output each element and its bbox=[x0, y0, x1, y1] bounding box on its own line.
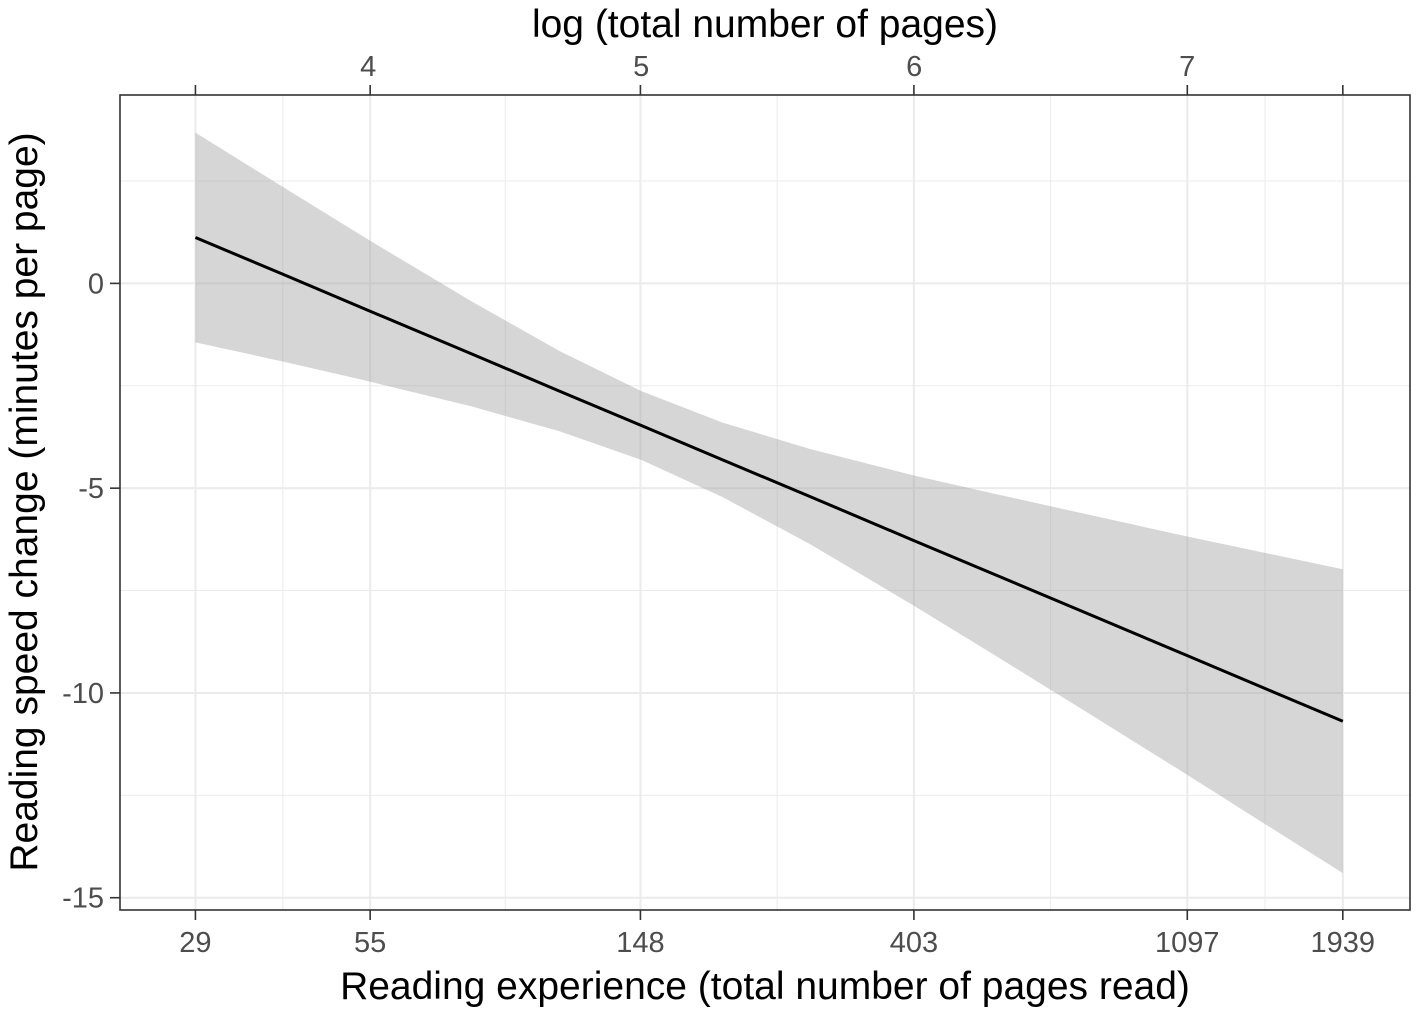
panel-background bbox=[120, 95, 1410, 910]
x-tick-label: 1939 bbox=[1311, 927, 1376, 959]
confidence-band bbox=[195, 132, 1343, 874]
regression-line bbox=[194, 236, 1344, 723]
panel-border bbox=[119, 94, 1411, 911]
grid-layer bbox=[120, 95, 1410, 910]
y-tick-label: -10 bbox=[62, 678, 104, 710]
y-tick-label: -5 bbox=[78, 473, 104, 505]
data-layer bbox=[194, 132, 1344, 874]
x-tick-label: 55 bbox=[354, 927, 386, 959]
x-tick-label: 148 bbox=[616, 927, 664, 959]
y-axis-title: Reading speed change (minutes per page) bbox=[3, 132, 46, 871]
top-axis-title: log (total number of pages) bbox=[532, 3, 998, 46]
x-tick-label: 29 bbox=[179, 927, 211, 959]
x-tick-label: 1097 bbox=[1155, 927, 1220, 959]
x-axis-title: Reading experience (total number of page… bbox=[340, 965, 1190, 1008]
top-tick-label: 4 bbox=[360, 51, 376, 83]
top-tick-label: 7 bbox=[1179, 51, 1195, 83]
y-tick-label: 0 bbox=[88, 268, 104, 300]
x-tick-label: 403 bbox=[890, 927, 938, 959]
top-tick-label: 6 bbox=[906, 51, 922, 83]
y-tick-label: -15 bbox=[62, 883, 104, 915]
axes-layer: 0 -5 -10 -15 29 55 148 403 1097 1939 4 5 6 7 bbox=[62, 51, 1375, 959]
top-tick-label: 5 bbox=[633, 51, 649, 83]
